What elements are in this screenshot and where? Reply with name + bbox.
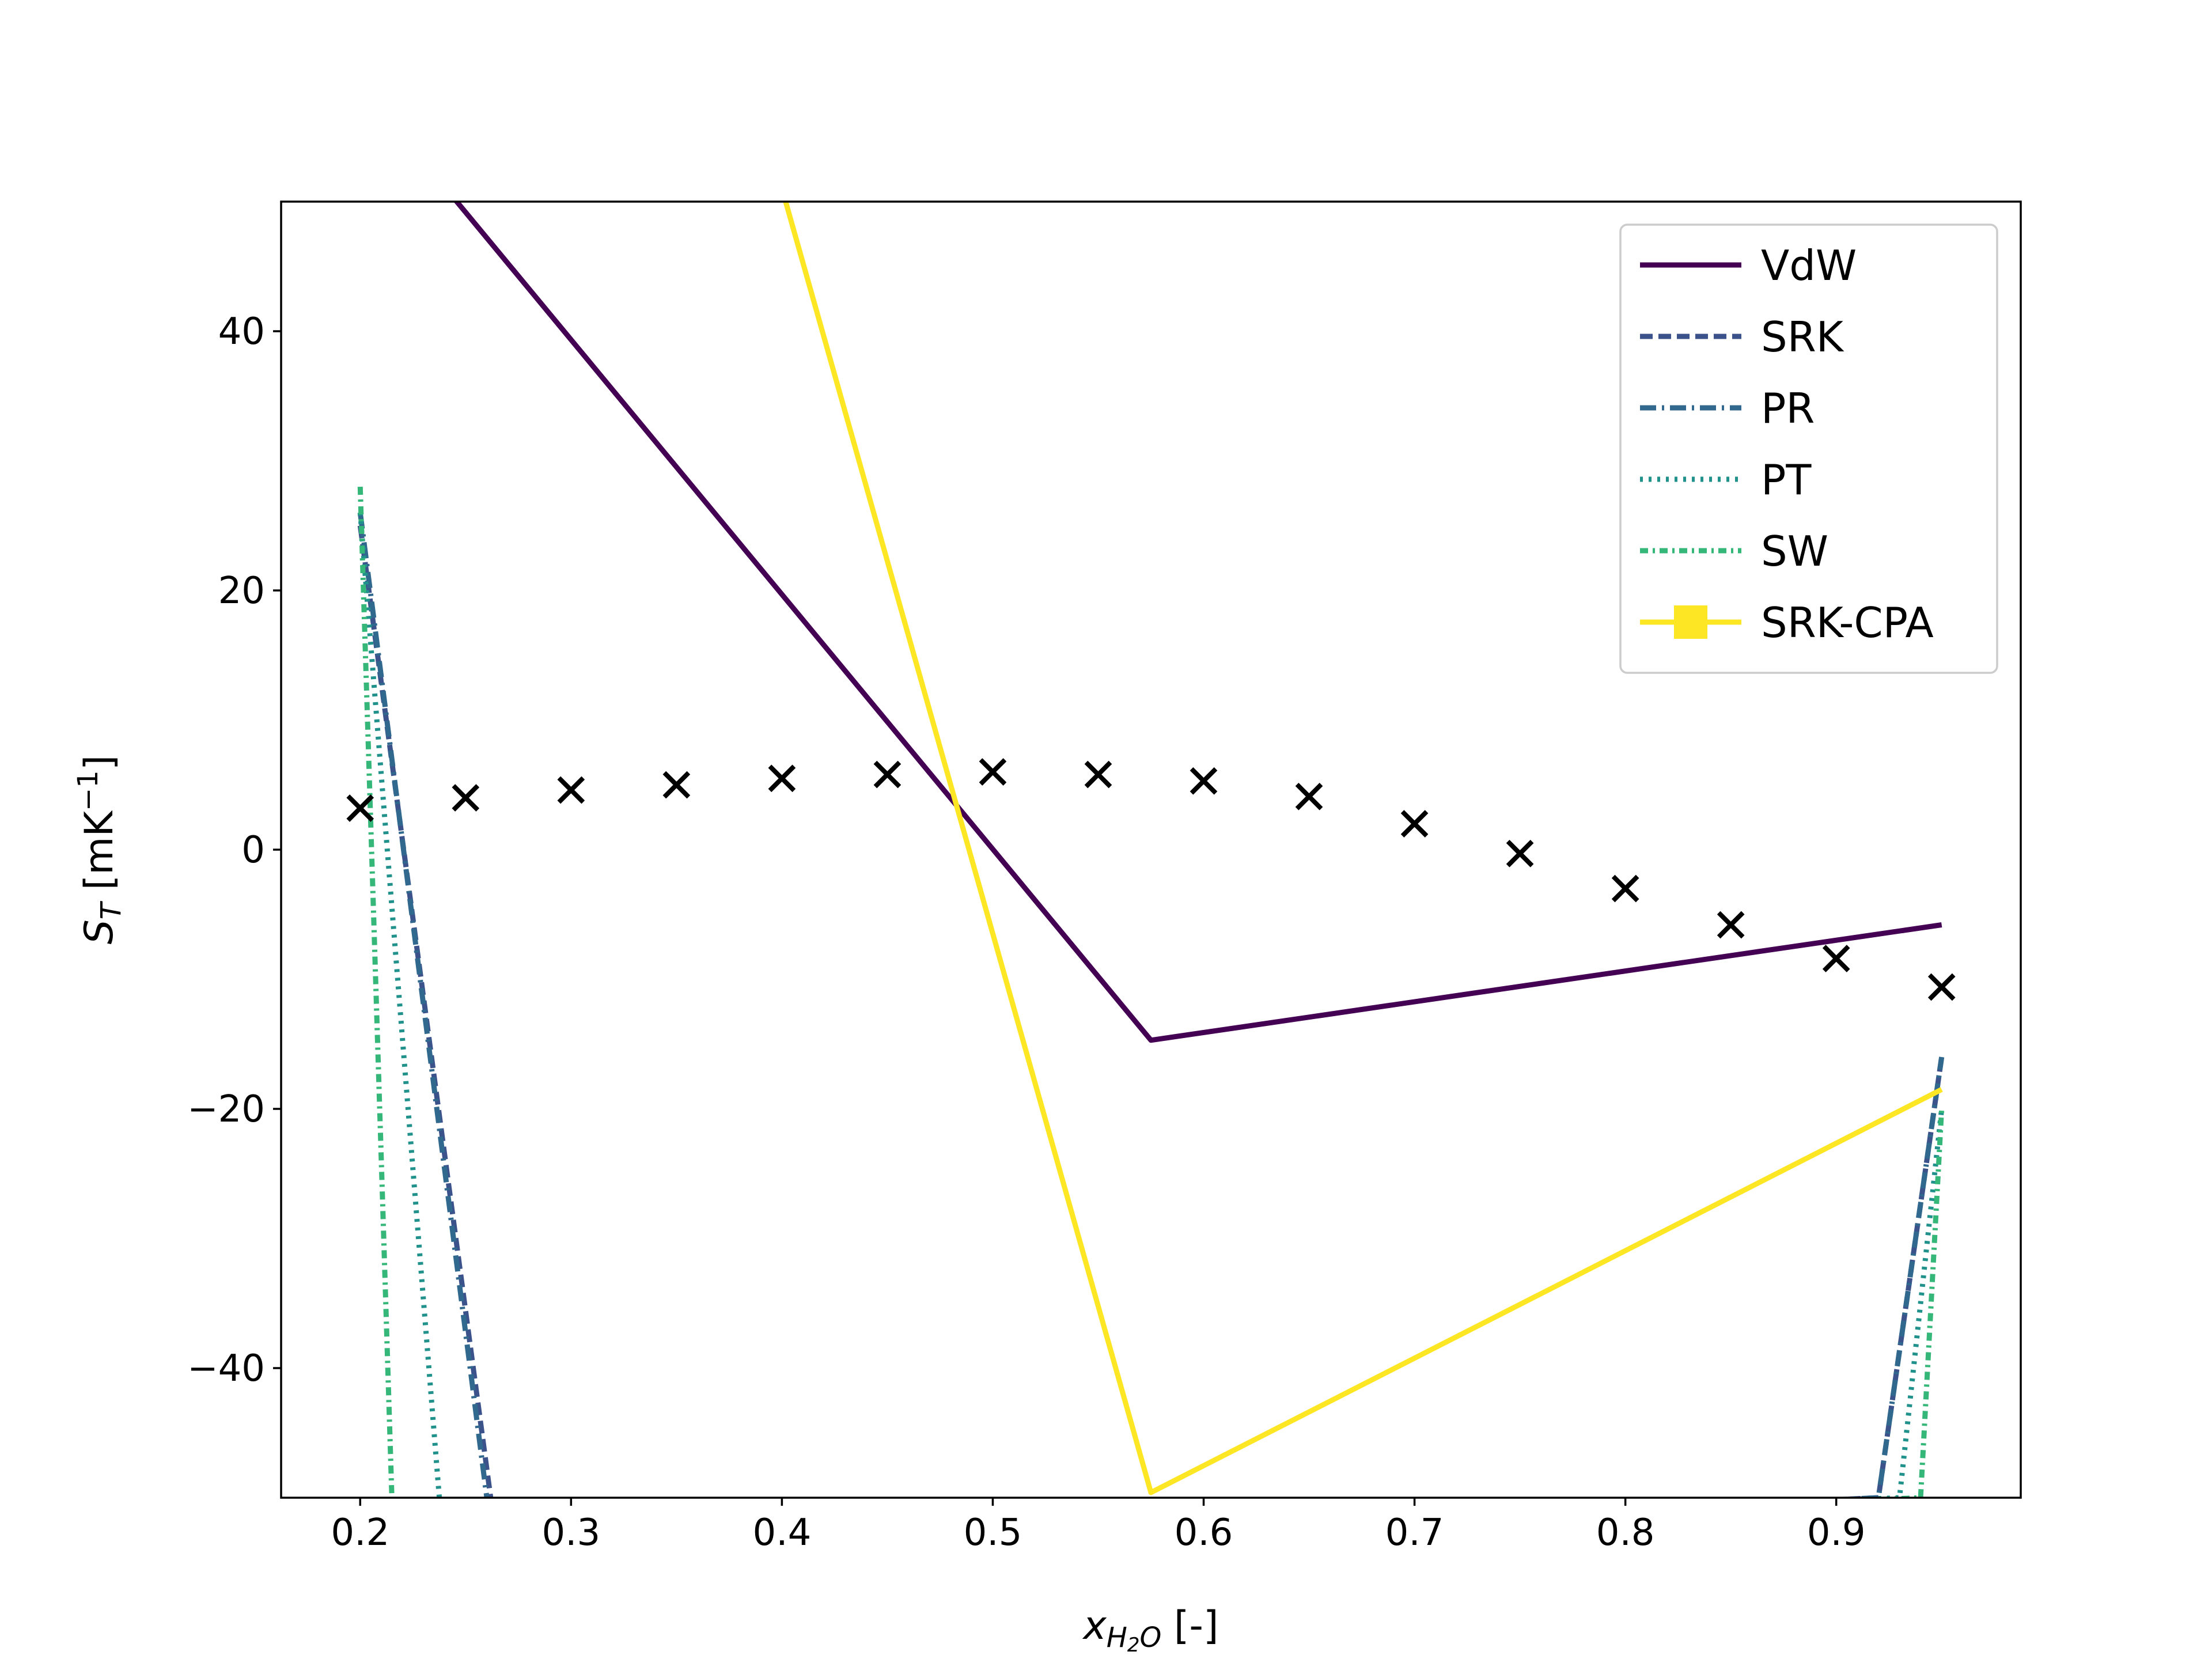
y-axis-label: ST [mK−1]	[72, 755, 127, 945]
x-axis-label: xH2O [-]	[1082, 1603, 1219, 1657]
legend-label: PR	[1761, 384, 1815, 433]
x-tick-label: 0.3	[541, 1512, 600, 1554]
data-point	[1611, 874, 1639, 903]
y-tick-label: −20	[187, 1088, 265, 1131]
series-line-srk-cpa	[783, 202, 1943, 1495]
y-axis-label-sub: T	[95, 900, 127, 919]
data-point	[1190, 767, 1218, 795]
x-tick-label: 0.7	[1385, 1512, 1444, 1554]
legend-item-srk: SRK	[1640, 313, 1844, 361]
data-point	[1927, 973, 1956, 1001]
data-point	[346, 794, 374, 822]
legend-item-pr: PR	[1640, 384, 1815, 433]
legend-item-sw: SW	[1640, 527, 1828, 575]
data-point	[557, 776, 585, 804]
y-axis-label-close: ]	[77, 755, 122, 771]
data-point	[768, 764, 796, 793]
legend-item-pt: PT	[1640, 456, 1812, 504]
data-point	[979, 758, 1007, 786]
data-point	[662, 771, 691, 799]
x-tick-label: 0.4	[753, 1512, 812, 1554]
data-point	[1084, 760, 1112, 789]
x-axis-label-unit: [-]	[1161, 1603, 1218, 1649]
x-tick-label: 0.8	[1596, 1512, 1655, 1554]
x-axis-label-main: x	[1082, 1603, 1107, 1649]
y-axis-label-main: S	[77, 919, 122, 944]
data-point	[1506, 839, 1534, 868]
data-point	[1295, 782, 1323, 810]
series-line-vdw	[453, 202, 1942, 1043]
x-tick-label: 0.6	[1175, 1512, 1233, 1554]
x-tick-label: 0.5	[964, 1512, 1022, 1554]
legend-item-srk-cpa: SRK-CPA	[1640, 599, 1934, 647]
data-point	[1822, 945, 1850, 972]
legend-label: VdW	[1761, 241, 1857, 290]
data-point	[1717, 911, 1745, 939]
legend-label: SW	[1761, 527, 1828, 575]
x-tick-label: 0.9	[1807, 1512, 1866, 1554]
y-axis-label-unit: [mK	[77, 810, 122, 903]
y-tick-label: 40	[218, 310, 265, 353]
data-point	[1400, 810, 1429, 838]
x-axis: 0.2 0.3 0.4 0.5 0.6 0.7 0.8 0.9	[331, 1498, 1866, 1554]
y-tick-label: 20	[218, 570, 265, 612]
data-point	[873, 760, 902, 789]
legend-label: PT	[1761, 456, 1812, 504]
series-line-srk	[357, 525, 1945, 1498]
legend-marker	[1674, 605, 1707, 639]
series-line-pt	[357, 512, 1945, 1498]
x-axis-label-sub: H	[1107, 1622, 1127, 1654]
x-axis-label-subsub: 2	[1127, 1634, 1140, 1657]
plot-series	[357, 202, 1945, 1498]
y-tick-label: −40	[187, 1347, 265, 1390]
legend-label: SRK	[1761, 313, 1844, 361]
legend-label: SRK-CPA	[1761, 599, 1934, 647]
x-axis-label-subrest: O	[1139, 1622, 1161, 1654]
data-points	[346, 758, 1956, 1001]
x-tick-label: 0.2	[331, 1512, 389, 1554]
legend-item-vdw: VdW	[1640, 241, 1857, 290]
y-axis-label-sup: −1	[72, 770, 104, 811]
data-point	[452, 784, 480, 812]
y-tick-label: 0	[241, 829, 265, 872]
legend: VdW SRK PR PT SW SRK-CPA	[1619, 224, 1998, 674]
y-axis: −40 −20 0 20 40	[187, 310, 281, 1390]
